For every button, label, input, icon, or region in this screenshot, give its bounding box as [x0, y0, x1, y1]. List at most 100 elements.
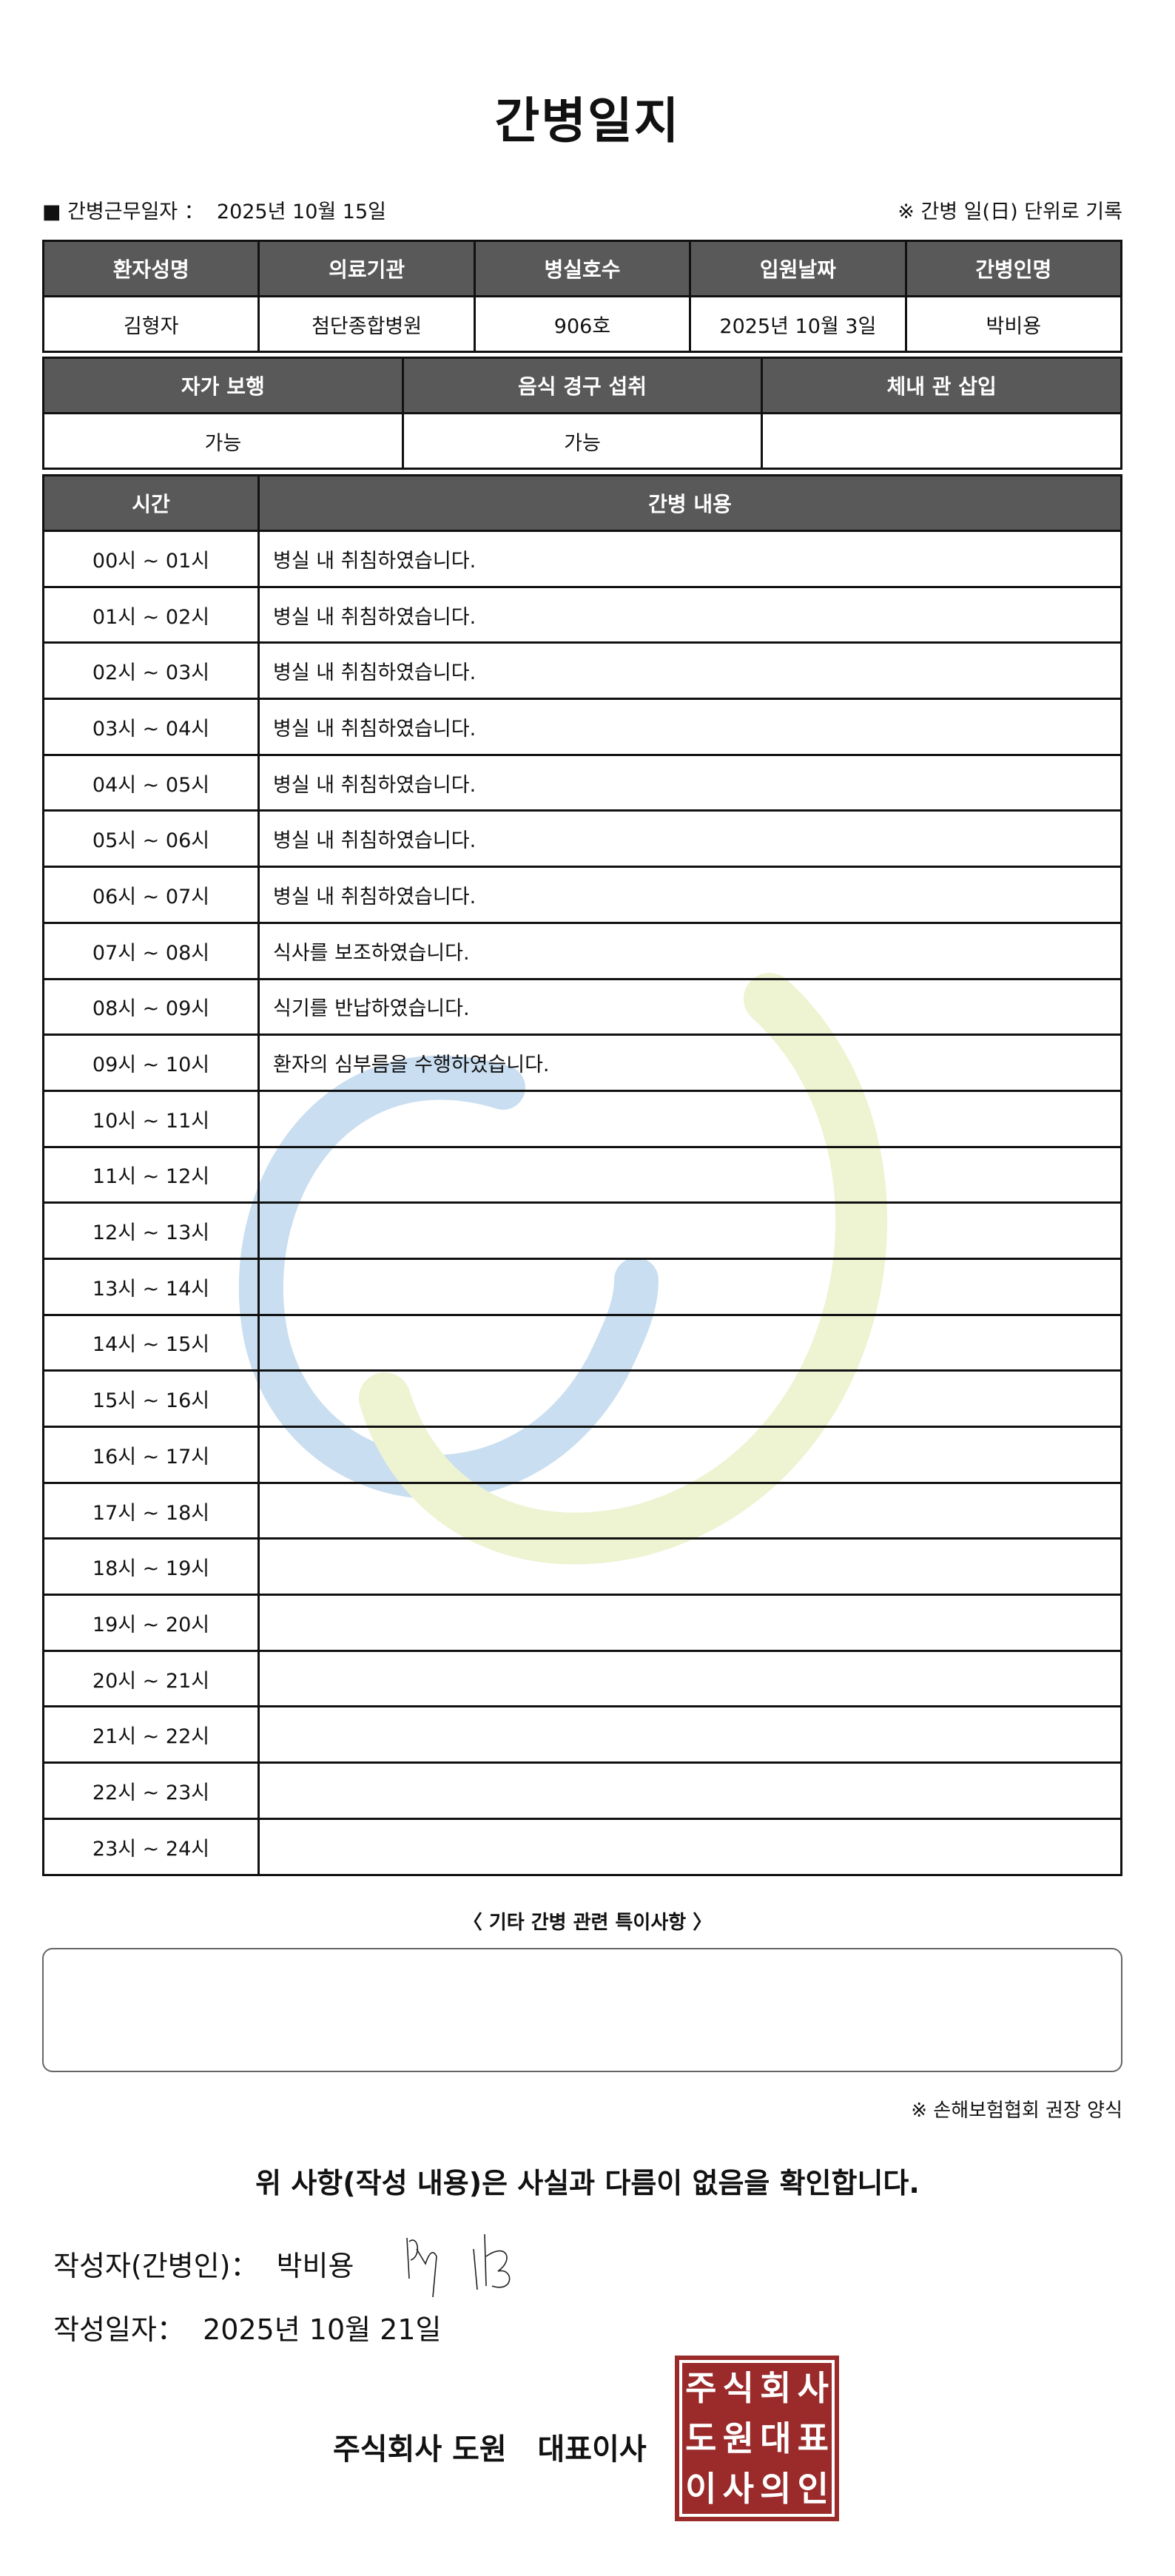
log-row: 03시 ~ 04시 병실 내 취침하였습니다. [42, 698, 1122, 756]
room-number: 906호 [473, 295, 692, 353]
log-row: 20시 ~ 21시 [42, 1649, 1122, 1708]
log-row: 14시 ~ 15시 [42, 1313, 1122, 1372]
log-row: 18시 ~ 19시 [42, 1537, 1122, 1596]
header-room: 병실호수 [473, 240, 692, 297]
seal-character: 주 [685, 2368, 717, 2408]
written-date-value: 2025년 10월 21일 [203, 2313, 442, 2346]
writer-line: 작성자(간병인)： 박비용 [53, 2243, 354, 2284]
confirmation-statement: 위 사항(작성 내용)은 사실과 다름이 없음을 확인합니다. [255, 2167, 920, 2199]
log-content: 병실 내 취침하였습니다. [257, 585, 1122, 644]
log-row: 15시 ~ 16시 [42, 1369, 1122, 1428]
log-content [257, 1313, 1122, 1372]
oral-intake-value: 가능 [401, 412, 764, 470]
seal-character: 대 [760, 2418, 792, 2458]
form-source-note: ※ 손해보험협회 권장 양식 [911, 2100, 1122, 2122]
walking-value: 가능 [42, 412, 404, 470]
log-content [257, 1257, 1122, 1316]
log-time: 15시 ~ 16시 [42, 1369, 260, 1428]
log-time: 22시 ~ 23시 [42, 1761, 260, 1820]
log-content: 식기를 반납하였습니다. [257, 977, 1122, 1036]
seal-character: 표 [797, 2418, 829, 2458]
header-patient-name: 환자성명 [41, 240, 260, 297]
log-content [257, 1426, 1122, 1484]
log-content [257, 1817, 1122, 1876]
log-row: 10시 ~ 11시 [42, 1089, 1122, 1148]
log-content [257, 1705, 1122, 1764]
notes-title: 〈 기타 간병 관련 특이사항 〉 [462, 1912, 713, 1934]
patient-table: 환자성명 의료기관 병실호수 입원날짜 간병인명 김형자 첨단종합병원 906호… [41, 240, 1123, 353]
log-content: 병실 내 취침하였습니다. [257, 641, 1122, 701]
log-header-row: 시간 간병 내용 [42, 474, 1122, 532]
log-row: 21시 ~ 22시 [42, 1705, 1122, 1764]
log-content [257, 1594, 1122, 1652]
log-content: 환자의 심부름을 수행하였습니다. [257, 1034, 1122, 1092]
log-time: 21시 ~ 22시 [42, 1705, 260, 1764]
seal-character: 식 [722, 2368, 754, 2408]
log-row: 07시 ~ 08시 식사를 보조하였습니다. [42, 921, 1122, 980]
status-header-row: 자가 보행 음식 경구 섭취 체내 관 삽입 [42, 357, 1122, 414]
log-row: 05시 ~ 06시 병실 내 취침하였습니다. [42, 809, 1122, 869]
log-time: 18시 ~ 19시 [42, 1537, 260, 1596]
log-time: 07시 ~ 08시 [42, 921, 260, 980]
log-row: 13시 ~ 14시 [42, 1257, 1122, 1316]
log-row: 12시 ~ 13시 [42, 1201, 1122, 1260]
work-date-value: 2025년 10월 15일 [216, 200, 387, 223]
log-time: 16시 ~ 17시 [42, 1426, 260, 1484]
header-time: 시간 [42, 474, 260, 532]
admission-date: 2025년 10월 3일 [689, 295, 907, 353]
log-content [257, 1481, 1122, 1540]
log-time: 00시 ~ 01시 [42, 530, 260, 588]
care-log-table: 시간 간병 내용 00시 ~ 01시 병실 내 취침하였습니다. 01시 ~ 02시… [42, 474, 1122, 1876]
log-content: 병실 내 취침하였습니다. [257, 530, 1122, 588]
written-date-line: 작성일자： 2025년 10월 21일 [53, 2307, 441, 2347]
log-content [257, 1761, 1122, 1820]
page-title: 간병일지 [494, 92, 681, 149]
log-time: 12시 ~ 13시 [42, 1201, 260, 1260]
status-value-row: 가능 가능 [42, 412, 1122, 470]
writer-name: 박비용 [276, 2250, 354, 2282]
written-date-label: 작성일자： [53, 2313, 185, 2346]
log-row: 09시 ~ 10시 환자의 심부름을 수행하였습니다. [42, 1034, 1122, 1092]
log-time: 10시 ~ 11시 [42, 1089, 260, 1148]
log-row: 01시 ~ 02시 병실 내 취침하였습니다. [42, 585, 1122, 644]
log-row: 22시 ~ 23시 [42, 1761, 1122, 1820]
seal-character: 이 [685, 2469, 717, 2509]
log-time: 02시 ~ 03시 [42, 641, 260, 701]
seal-character: 사 [722, 2469, 754, 2509]
seal-character: 원 [722, 2418, 754, 2458]
log-time: 23시 ~ 24시 [42, 1817, 260, 1876]
log-content [257, 1537, 1122, 1596]
header-tube: 체내 관 삽입 [761, 357, 1122, 414]
log-row: 02시 ~ 03시 병실 내 취침하였습니다. [42, 641, 1122, 701]
company-representative: 주식회사 도원 대표이사 [333, 2432, 647, 2467]
work-date: ■ 간병근무일자 ： 2025년 10월 15일 [42, 195, 386, 224]
log-content: 병실 내 취침하였습니다. [257, 698, 1122, 756]
log-time: 06시 ~ 07시 [42, 866, 260, 924]
log-content [257, 1089, 1122, 1148]
log-time: 14시 ~ 15시 [42, 1313, 260, 1372]
work-date-label: ■ 간병근무일자 ： [42, 200, 204, 223]
header-care-content: 간병 내용 [257, 474, 1122, 532]
log-time: 19시 ~ 20시 [42, 1594, 260, 1652]
header-admission-date: 입원날짜 [689, 240, 907, 297]
daily-note: ※ 간병 일(日) 단위로 기록 [898, 200, 1122, 223]
log-row: 04시 ~ 05시 병실 내 취침하였습니다. [42, 753, 1122, 812]
log-content [257, 1201, 1122, 1260]
log-time: 20시 ~ 21시 [42, 1649, 260, 1708]
patient-name: 김형자 [41, 295, 260, 353]
header-oral-intake: 음식 경구 섭취 [401, 357, 764, 414]
writer-label: 작성자(간병인)： [53, 2250, 259, 2282]
hospital: 첨단종합병원 [257, 295, 476, 353]
patient-value-row: 김형자 첨단종합병원 906호 2025년 10월 3일 박비용 [41, 295, 1123, 353]
log-time: 13시 ~ 14시 [42, 1257, 260, 1316]
log-time: 17시 ~ 18시 [42, 1481, 260, 1540]
header-walking: 자가 보행 [42, 357, 404, 414]
log-row: 17시 ~ 18시 [42, 1481, 1122, 1540]
log-time: 11시 ~ 12시 [42, 1145, 260, 1204]
log-row: 08시 ~ 09시 식기를 반납하였습니다. [42, 977, 1122, 1036]
seal-character: 회 [760, 2368, 792, 2408]
log-time: 04시 ~ 05시 [42, 753, 260, 812]
log-time: 01시 ~ 02시 [42, 585, 260, 644]
log-content: 병실 내 취침하였습니다. [257, 809, 1122, 869]
